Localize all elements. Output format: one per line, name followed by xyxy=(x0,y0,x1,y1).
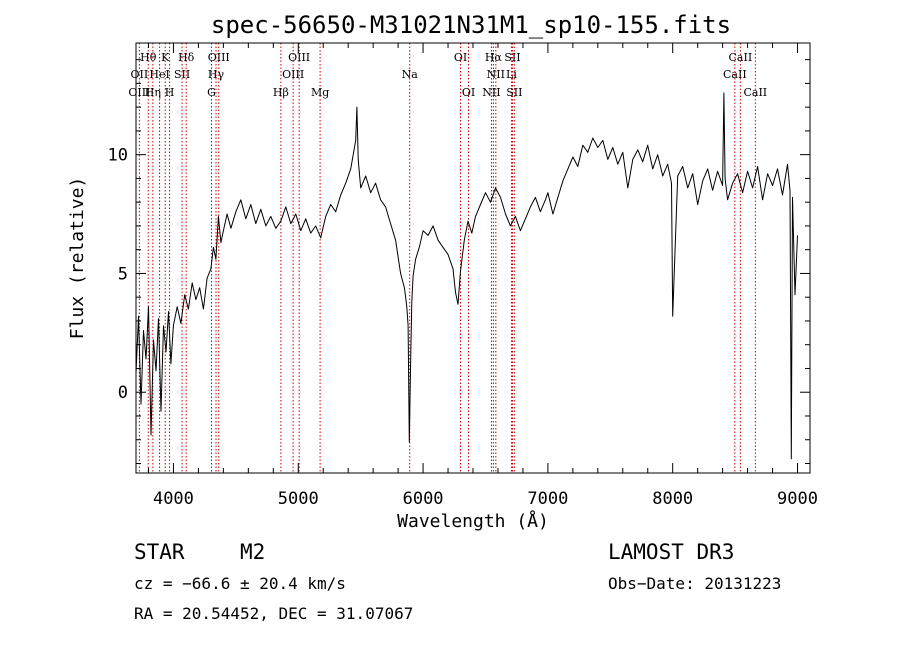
line-label: Hθ xyxy=(140,51,157,64)
x-tick-label: 8000 xyxy=(652,489,693,509)
line-label: Hα xyxy=(485,51,503,64)
line-label: Hβ xyxy=(273,86,289,99)
x-tick-label: 6000 xyxy=(403,489,444,509)
sky-coordinates: RA = 20.54452, DEC = 31.07067 xyxy=(134,604,414,623)
spectrum-line xyxy=(135,92,798,460)
x-tick-label: 7000 xyxy=(527,489,568,509)
y-axis-label: Flux (relative) xyxy=(67,177,88,340)
x-tick-label: 4000 xyxy=(153,489,194,509)
line-label: NII xyxy=(482,86,500,99)
line-label: G xyxy=(207,86,216,99)
line-label: OIII xyxy=(288,51,310,64)
line-label: Mg xyxy=(311,86,329,99)
spectrum-layer xyxy=(135,92,798,460)
line-label: CaII xyxy=(729,51,753,64)
line-label: NII xyxy=(487,68,505,81)
line-label: HeI xyxy=(149,68,169,81)
line-label: K xyxy=(161,51,170,64)
line-label: Li xyxy=(506,68,517,81)
line-label: SII xyxy=(174,68,190,81)
object-subclass: M2 xyxy=(240,540,266,564)
line-label: SII xyxy=(506,86,522,99)
line-labels: Hθ OII OIII K HeI Hη Hδ SII H OIII Hγ G OIII OIII Hβ Mg… xyxy=(128,51,767,99)
y-tick-label: 0 xyxy=(118,383,128,403)
x-axis-label: Wavelength (Å) xyxy=(397,510,549,532)
chart-title: spec-56650-M31021N31M1_sp10-155.fits xyxy=(211,11,731,39)
spectrum-chart: spec-56650-M31021N31M1_sp10-155.fits 400… xyxy=(67,11,818,532)
x-axis-ticks: 4000 5000 6000 7000 8000 9000 xyxy=(147,43,818,509)
line-label: OIII xyxy=(208,51,230,64)
line-label: OI xyxy=(462,86,475,99)
x-tick-label: 5000 xyxy=(278,489,319,509)
line-label: H xyxy=(165,86,175,99)
y-tick-label: 10 xyxy=(108,146,128,166)
line-label: OI xyxy=(454,51,467,64)
line-label: OII xyxy=(131,68,149,81)
line-label: SII xyxy=(504,51,520,64)
observation-date: Obs−Date: 20131223 xyxy=(608,574,782,593)
y-axis-ticks: 0 5 10 xyxy=(108,59,810,464)
line-label: CaII xyxy=(743,86,767,99)
line-label: Hγ xyxy=(208,68,225,81)
line-label: Hδ xyxy=(178,51,195,64)
survey-name: LAMOST DR3 xyxy=(608,540,735,564)
plot-frame xyxy=(135,42,811,474)
line-label: OIII xyxy=(128,86,150,99)
redshift-velocity: cz = −66.6 ± 20.4 km/s xyxy=(134,574,346,593)
y-tick-label: 5 xyxy=(118,264,128,284)
line-label: Na xyxy=(402,68,419,81)
x-tick-label: 9000 xyxy=(777,489,818,509)
line-label: OIII xyxy=(282,68,304,81)
line-label: Hη xyxy=(145,86,161,99)
object-class: STAR xyxy=(134,540,185,564)
line-label: CaII xyxy=(723,68,747,81)
line-markers xyxy=(138,43,756,473)
